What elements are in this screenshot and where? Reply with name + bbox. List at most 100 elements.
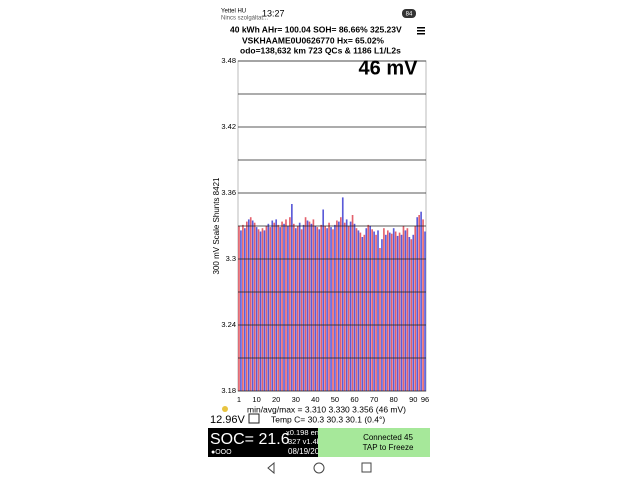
bar — [328, 222, 330, 391]
bar — [275, 219, 278, 391]
bar — [420, 211, 422, 391]
date: 08/19/2026 — [288, 447, 329, 456]
bar — [422, 219, 424, 391]
bar — [418, 215, 420, 391]
bar — [339, 217, 342, 391]
bar — [244, 228, 246, 391]
stats: min/avg/max = 3.310 3.330 3.356 (46 mV) — [247, 404, 406, 414]
bar — [242, 224, 244, 391]
bar — [247, 219, 250, 391]
bar — [367, 224, 370, 391]
y-tick-label: 3.48 — [221, 56, 236, 65]
y-tick-label: 3.18 — [221, 386, 236, 395]
bar — [357, 230, 360, 391]
y-tick-label: 3.3 — [226, 254, 236, 263]
bar — [386, 230, 389, 391]
bar — [298, 222, 301, 391]
bar — [253, 222, 256, 391]
overlay-text: x0.198 en — [286, 428, 319, 437]
bar — [238, 226, 240, 391]
chart: 3.18 3.24 3.3 3.36 3.42 3.48 1 10 20 30 40 50 60 70 80… — [221, 56, 429, 404]
bar — [314, 226, 317, 391]
bar — [265, 226, 268, 391]
spread: 46 mV — [359, 57, 419, 79]
header-line: VSKHAAME0U0626770 Hx= 65.02% — [242, 35, 384, 45]
bar — [336, 220, 338, 391]
y-axis-label: 300 mV Scale Shunts 8421 — [212, 177, 221, 275]
bar — [383, 228, 385, 391]
x-tick-label: 70 — [370, 395, 378, 404]
bar — [287, 226, 289, 391]
x-tick-label: 60 — [350, 395, 358, 404]
x-tick-label: 10 — [252, 395, 260, 404]
bar — [304, 217, 307, 391]
bar — [351, 215, 354, 391]
bar — [371, 229, 373, 391]
bar — [402, 226, 405, 391]
bar — [365, 228, 368, 391]
bar — [394, 231, 397, 391]
bar — [408, 237, 411, 391]
bar — [267, 223, 270, 391]
bar — [349, 221, 352, 391]
nav-home[interactable] — [313, 462, 325, 474]
bar — [355, 228, 358, 391]
bar — [283, 223, 285, 391]
nav-back[interactable] — [267, 461, 275, 475]
bar — [255, 227, 258, 391]
bar — [261, 228, 264, 391]
bar — [359, 232, 362, 391]
bar — [343, 222, 346, 391]
bar — [338, 221, 340, 391]
x-tick-label: 40 — [311, 395, 319, 404]
bar — [353, 223, 356, 391]
bar — [245, 221, 248, 391]
bar — [379, 248, 381, 391]
bar — [416, 217, 419, 391]
x-tick-label: 20 — [272, 395, 280, 404]
bar — [257, 229, 260, 391]
bar — [326, 228, 328, 391]
bar — [414, 226, 417, 391]
status-dots: ●OOO — [211, 449, 232, 456]
battery: 84 — [406, 12, 413, 18]
connect-button[interactable] — [318, 428, 430, 457]
bar — [312, 219, 315, 391]
pack-voltage: 12.96V — [210, 414, 246, 426]
menu-icon[interactable] — [417, 27, 425, 35]
button-text: TAP to Freeze — [363, 443, 414, 452]
x-tick-label: 90 — [409, 395, 417, 404]
nav-recents[interactable] — [361, 462, 372, 473]
bar — [316, 227, 319, 391]
calendar-icon[interactable] — [248, 413, 260, 424]
bar — [406, 228, 409, 391]
bar — [277, 224, 279, 391]
bar — [385, 234, 387, 391]
bar — [369, 226, 372, 391]
soc-panel — [208, 428, 318, 457]
bar — [273, 222, 276, 391]
bar — [400, 234, 403, 391]
x-tick-label: 96 — [421, 395, 429, 404]
header-line: odo=138,632 km 723 QCs & 1186 L1/L2s — [240, 45, 401, 55]
bar — [377, 230, 379, 391]
x-tick-label: 50 — [331, 395, 339, 404]
bar — [390, 233, 393, 391]
y-tick-label: 3.24 — [221, 320, 236, 329]
bar — [296, 226, 299, 391]
bar — [271, 220, 274, 391]
bar — [285, 219, 287, 391]
y-tick-label: 3.36 — [221, 188, 236, 197]
soc: SOC= 21.6 — [210, 431, 290, 448]
bar — [388, 232, 391, 391]
bar — [308, 221, 311, 391]
bar — [375, 234, 377, 391]
bar — [318, 229, 321, 391]
bar — [294, 228, 297, 391]
bar — [341, 197, 344, 391]
y-tick-label: 3.42 — [221, 122, 236, 131]
bar — [404, 230, 407, 391]
temperature: Temp C= 30.3 30.3 30.1 (0.4°) — [271, 414, 385, 424]
